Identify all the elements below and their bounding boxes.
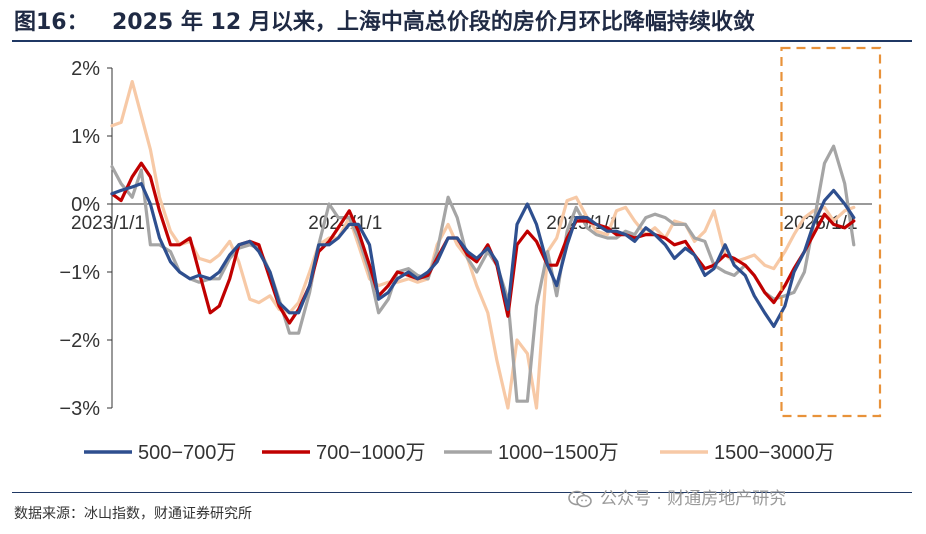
wechat-icon <box>568 490 592 508</box>
source-note: 数据来源：冰山指数，财通证券研究所 <box>14 506 252 522</box>
y-tick-label: 0% <box>71 194 100 216</box>
legend-label: 1000−1500万 <box>498 442 619 464</box>
legend-label: 700−1000万 <box>316 442 426 464</box>
figure-title: 2025 年 12 月以来，上海中高总价段的房价月环比降幅持续收敛 <box>112 10 755 35</box>
y-tick-label: 2% <box>71 58 100 80</box>
y-tick-label: −3% <box>59 398 100 420</box>
y-tick-label: 1% <box>71 126 100 148</box>
header-rule <box>12 40 912 42</box>
legend-label: 1500−3000万 <box>714 442 835 464</box>
series-line <box>110 144 856 403</box>
highlight-box <box>780 46 882 418</box>
figure-header: 图16： 2025 年 12 月以来，上海中高总价段的房价月环比降幅持续收敛 <box>0 0 926 44</box>
watermark-text: 公众号 · 财通房地产研究 <box>600 489 787 509</box>
line-chart: 2%1%0%−1%−2%−3%2023/1/1 2024/1/1 2025/1/1 2… <box>59 46 882 464</box>
x-tick-label: 2023/1/1 <box>71 213 145 234</box>
footer-rule <box>12 492 912 493</box>
series-line <box>110 80 856 410</box>
legend-label: 500−700万 <box>138 442 236 464</box>
y-tick-label: −2% <box>59 330 100 352</box>
figure-label: 图16： <box>14 10 89 35</box>
series-line <box>110 182 856 328</box>
y-tick-label: −1% <box>59 262 100 284</box>
watermark: 公众号 · 财通房地产研究 <box>568 484 786 509</box>
